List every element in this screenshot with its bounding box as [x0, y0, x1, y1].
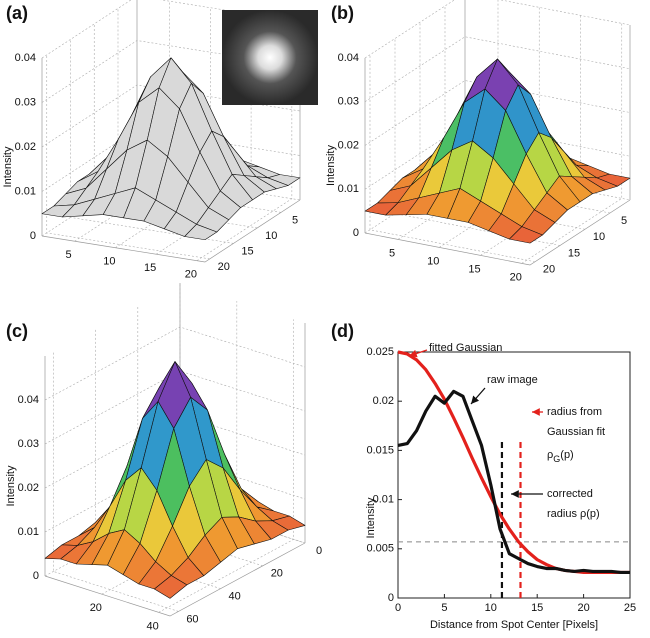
grid-line [53, 351, 179, 612]
y-tick-label: 5 [292, 214, 298, 226]
panel-label: (a) [6, 3, 28, 23]
z-axis-label: Intensity [5, 465, 17, 506]
x-tick-label: 10 [485, 602, 497, 614]
spot-inset [222, 10, 318, 105]
grid-line [41, 84, 301, 148]
x-tick-label: 20 [510, 271, 522, 283]
panel: 0 0.01 0.02 0.03 0.04 5 10 15 20 5 10 15 20 Intensity… [325, 0, 631, 283]
y-tick-label: 40 [229, 591, 241, 603]
series-line [397, 389, 630, 575]
grid-line [41, 40, 301, 103]
z-tick-label: 0 [30, 230, 36, 242]
annotation-part: ρ [547, 449, 553, 461]
y-tick-label: 20 [218, 261, 230, 273]
x-tick-label: 25 [624, 602, 636, 614]
y-tick-label: 0 [316, 545, 322, 557]
y-tick-label: 0.015 [366, 444, 394, 456]
z-tick-label: 0.03 [18, 438, 39, 450]
z-tick-label: 0.01 [15, 185, 36, 197]
grid-line [44, 326, 306, 401]
surface-face [509, 226, 543, 244]
grid-line [41, 0, 301, 59]
box-edge [44, 542, 306, 617]
plot-frame [397, 351, 631, 599]
y-tick-label: 10 [265, 230, 277, 242]
panel-label: (c) [6, 321, 28, 341]
x-tick-label: 15 [144, 262, 156, 274]
annotation: fitted Gaussian [429, 342, 502, 354]
x-tick-label: 5 [441, 602, 447, 614]
z-tick-label: 0.04 [338, 52, 359, 64]
x-tick-label: 5 [389, 247, 395, 259]
annotation-arrow [408, 349, 428, 358]
y-tick-label: 20 [543, 264, 555, 276]
y-tick-label: 0.005 [366, 543, 394, 555]
x-tick-label: 10 [427, 255, 439, 267]
annotation: raw image [487, 374, 538, 386]
z-tick-label: 0.03 [338, 96, 359, 108]
box-edge [364, 199, 631, 266]
grid-line [95, 328, 221, 589]
z-tick-label: 0 [353, 227, 359, 239]
grid-line [158, 319, 294, 613]
z-tick-label: 0.04 [18, 394, 39, 406]
panel: 0 0.01 0.02 0.03 0.04 20 40 0 20 40 60 Intensity (c) [5, 283, 322, 632]
y-tick-label: 5 [621, 215, 627, 227]
x-tick-label: 20 [90, 602, 102, 614]
y-tick-label: 0.01 [373, 494, 394, 506]
z-tick-label: 0.02 [15, 141, 36, 153]
panel: 0 0.01 0.02 0.03 0.04 5 10 15 20 5 10 15 20 Intensity… [2, 0, 301, 281]
y-tick-label: 0 [388, 592, 394, 604]
x-tick-label: 5 [66, 249, 72, 261]
x-tick-label: 20 [185, 269, 197, 281]
x-tick-label: 20 [577, 602, 589, 614]
z-tick-label: 0.03 [15, 96, 36, 108]
grid-line [364, 0, 631, 59]
grid-line [179, 283, 306, 544]
annotation-arrow [470, 387, 486, 405]
z-tick-label: 0.02 [338, 139, 359, 151]
z-axis-label: Intensity [325, 145, 337, 186]
box-edge [41, 199, 301, 263]
x-tick-label: 15 [468, 263, 480, 275]
grid-line [137, 305, 263, 567]
z-tick-label: 0.01 [338, 183, 359, 195]
z-tick-label: 0.04 [15, 52, 36, 64]
y-tick-label: 10 [593, 231, 605, 243]
panel-label: (d) [331, 321, 354, 341]
y-tick-label: 0.02 [373, 395, 394, 407]
surface-face [184, 224, 218, 241]
y-tick-label: 0.025 [366, 346, 394, 358]
y-axis-label: Intensity [365, 497, 377, 538]
annotation: Gaussian fit [547, 426, 605, 438]
y-tick-label: 15 [241, 245, 253, 257]
x-tick-label: 10 [103, 256, 115, 268]
annotation: radius from [547, 406, 602, 418]
surface-face [154, 575, 188, 599]
x-tick-label: 40 [147, 620, 159, 632]
x-tick-label: 0 [395, 602, 401, 614]
annotation-symbol: ρG(p) [547, 449, 574, 464]
annotation-part: G [553, 454, 560, 464]
z-axis-label: Intensity [2, 146, 14, 187]
y-tick-label: 60 [186, 613, 198, 625]
panel: 0 5 10 15 20 25 0 0.005 0.01 0.015 0.02 0.025 fitted… [331, 321, 636, 631]
x-axis-label: Distance from Spot Center [Pixels] [430, 619, 598, 631]
z-tick-label: 0 [33, 570, 39, 582]
annotation-part: (p) [560, 449, 573, 461]
y-tick-label: 15 [568, 247, 580, 259]
grid-line [70, 39, 234, 244]
grid-line [369, 54, 536, 263]
panel-label: (b) [331, 3, 354, 23]
annotation: radius ρ(p) [547, 508, 600, 520]
z-tick-label: 0.01 [18, 526, 39, 538]
grid-line [46, 54, 210, 260]
x-tick-label: 15 [531, 602, 543, 614]
y-tick-label: 20 [271, 568, 283, 580]
z-tick-label: 0.02 [18, 482, 39, 494]
annotation: corrected [547, 488, 593, 500]
